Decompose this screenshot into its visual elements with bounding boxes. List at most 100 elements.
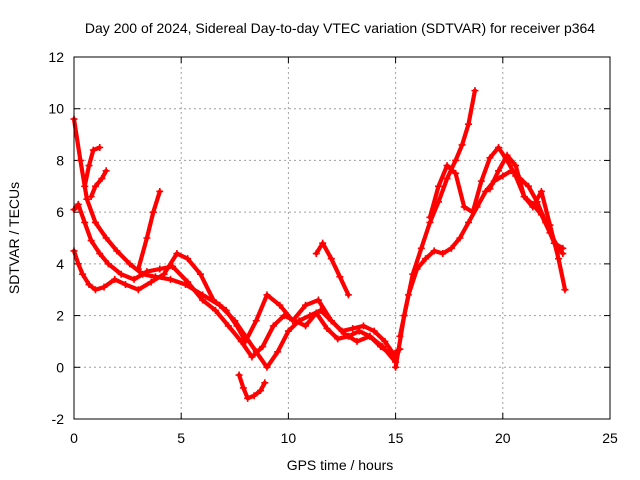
data-point <box>404 291 412 299</box>
x-axis-label: GPS time / hours <box>287 457 394 473</box>
data-point <box>160 270 168 278</box>
data-point <box>430 247 438 255</box>
data-point <box>302 301 310 309</box>
data-point <box>289 317 297 325</box>
data-point <box>87 193 95 201</box>
data-point <box>263 291 271 299</box>
data-point <box>212 306 220 314</box>
series-sat-c <box>70 247 400 366</box>
series-sat-g <box>235 371 269 402</box>
data-point <box>381 337 389 345</box>
data-point <box>546 221 554 229</box>
series-line <box>71 116 398 370</box>
data-point <box>447 244 455 252</box>
data-point <box>156 187 164 195</box>
data-point <box>312 309 320 317</box>
data-point <box>460 203 468 211</box>
y-tick-label: -2 <box>52 411 65 427</box>
data-point <box>302 322 310 330</box>
data-point <box>336 273 344 281</box>
data-point <box>284 327 292 335</box>
data-point <box>422 255 430 263</box>
data-point <box>248 353 256 361</box>
data-point <box>257 387 265 395</box>
data-point <box>235 371 243 379</box>
data-point <box>126 260 134 268</box>
data-point <box>379 343 387 351</box>
data-point <box>156 265 164 273</box>
data-point <box>244 394 252 402</box>
data-point <box>74 200 82 208</box>
x-tick-label: 5 <box>177 430 185 446</box>
data-point <box>96 144 104 151</box>
data-point <box>143 234 151 242</box>
data-point <box>359 322 367 330</box>
data-point <box>495 167 503 175</box>
data-point <box>323 325 331 332</box>
data-point <box>537 211 545 219</box>
data-point <box>413 265 421 273</box>
data-point <box>259 343 267 351</box>
series-layer <box>70 87 569 402</box>
grid-layer <box>74 57 610 419</box>
data-point <box>143 268 151 276</box>
data-point <box>96 250 104 258</box>
data-point <box>471 87 479 95</box>
data-point <box>222 306 230 314</box>
data-point <box>87 237 95 245</box>
data-point <box>100 283 108 291</box>
data-point <box>209 296 217 304</box>
data-point <box>263 363 271 371</box>
x-tick-label: 0 <box>70 430 78 446</box>
data-point <box>319 239 327 247</box>
data-point <box>452 156 460 164</box>
data-point <box>443 175 451 183</box>
data-point <box>130 275 138 283</box>
data-point <box>91 286 99 294</box>
plot-frame <box>73 56 611 420</box>
data-point <box>102 234 110 242</box>
data-point <box>452 169 460 177</box>
data-point <box>464 218 472 226</box>
series-line <box>71 202 402 359</box>
series-line <box>136 189 162 272</box>
data-point <box>173 250 181 258</box>
data-point <box>314 296 322 304</box>
data-point <box>91 218 99 226</box>
data-point <box>102 167 110 175</box>
data-point <box>233 322 241 330</box>
data-point <box>340 330 348 338</box>
data-point <box>121 281 129 289</box>
data-point <box>561 286 569 294</box>
series-sat-d <box>81 144 104 190</box>
data-point <box>81 182 89 190</box>
data-point <box>503 151 511 159</box>
series-sat-f <box>134 187 164 273</box>
y-tick-label: 4 <box>56 256 64 272</box>
data-point <box>83 195 91 203</box>
data-point <box>349 325 357 332</box>
data-point <box>477 177 485 185</box>
data-point <box>512 162 520 170</box>
data-point <box>464 120 472 128</box>
data-point <box>486 154 494 162</box>
data-point <box>353 337 361 345</box>
data-point <box>274 348 282 356</box>
y-tick-label: 0 <box>56 359 64 375</box>
data-point <box>469 208 477 216</box>
data-point <box>276 301 284 309</box>
series-line <box>82 145 102 189</box>
data-point <box>224 322 232 330</box>
data-point <box>537 187 545 195</box>
series-line <box>89 168 109 199</box>
data-point <box>327 317 335 325</box>
data-point <box>74 260 82 268</box>
data-point <box>85 281 93 289</box>
y-tick-label: 2 <box>56 308 64 324</box>
data-point <box>559 250 567 258</box>
series-line <box>71 248 398 365</box>
y-tick-label: 8 <box>56 152 64 168</box>
data-point <box>486 185 494 193</box>
data-point <box>117 270 125 278</box>
